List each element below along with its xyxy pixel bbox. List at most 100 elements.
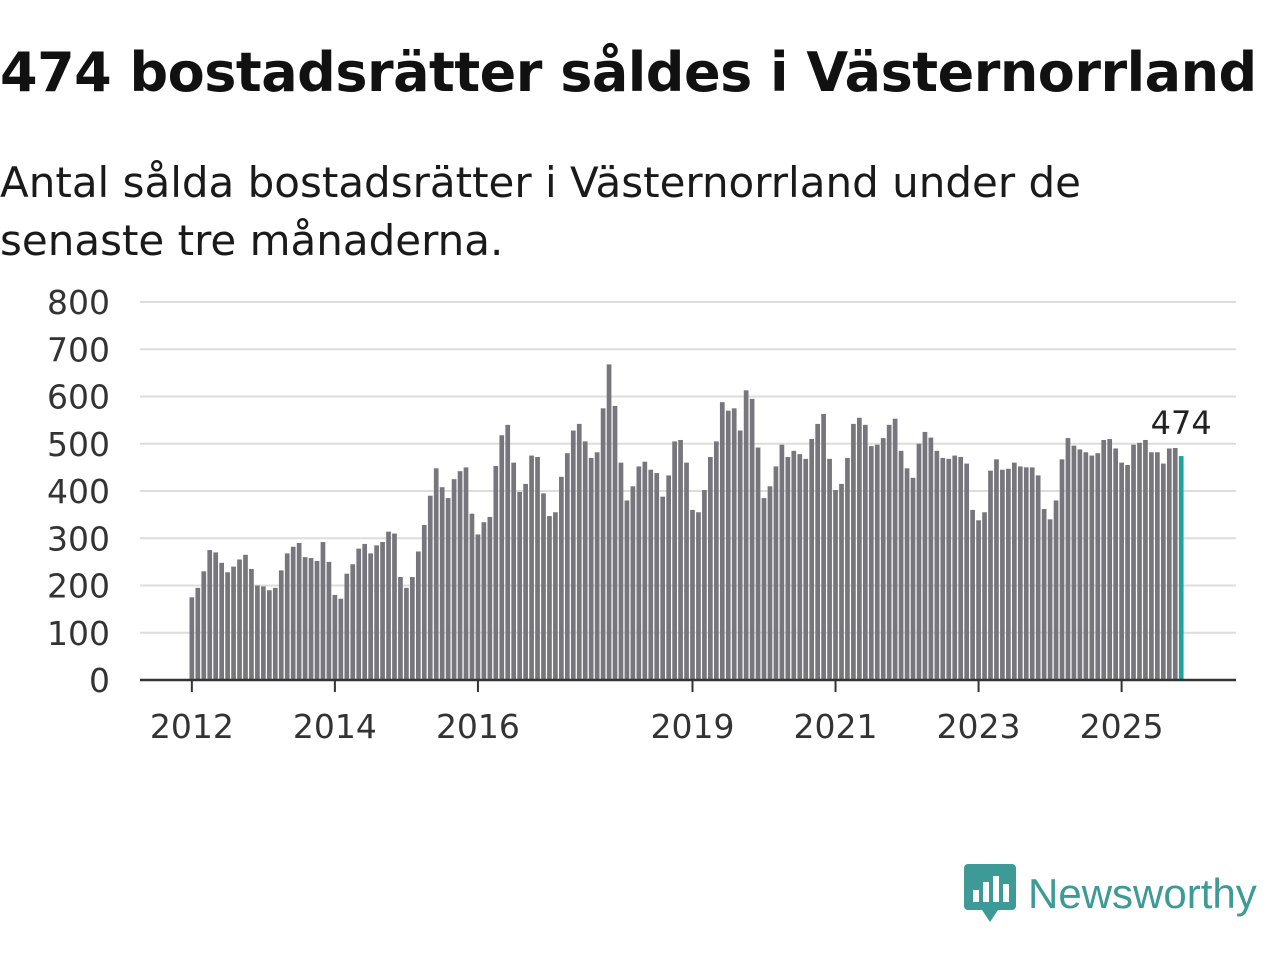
bar: [755, 447, 761, 680]
bar: [940, 457, 946, 680]
bar: [737, 430, 743, 680]
bar: [928, 437, 934, 680]
bar: [749, 398, 755, 680]
bar: [892, 418, 898, 680]
bar: [350, 564, 356, 680]
bar: [725, 410, 731, 680]
bar: [809, 439, 815, 680]
bar: [767, 486, 773, 680]
bar: [713, 441, 719, 680]
bar: [690, 509, 695, 680]
bar: [493, 465, 499, 680]
bar: [827, 458, 832, 680]
bar: [1065, 438, 1071, 680]
bar: [1131, 444, 1136, 680]
bar: [785, 456, 791, 680]
bar: [1107, 439, 1113, 680]
bar: [255, 585, 260, 680]
bar: [523, 483, 528, 680]
bar: [1023, 467, 1029, 680]
bar: [1089, 455, 1095, 680]
newsworthy-bar-chart-icon: [964, 864, 1016, 922]
bar: [833, 490, 838, 680]
bar: [1017, 466, 1023, 680]
bar: [1149, 452, 1154, 680]
bar: [499, 435, 505, 680]
bar: [1172, 448, 1178, 680]
bar: [845, 457, 850, 680]
bar: [541, 493, 546, 680]
bar: [731, 408, 737, 680]
bar: [1101, 439, 1107, 680]
bar: [946, 458, 952, 680]
bar: [1059, 459, 1065, 680]
last-value-label: 474: [1151, 404, 1212, 442]
bar: [868, 446, 874, 680]
bar: [1160, 463, 1166, 680]
bar: [1077, 449, 1083, 680]
bar: [862, 424, 868, 680]
bar: [779, 444, 785, 680]
bar: [481, 522, 487, 680]
y-tick-label: 200: [47, 567, 110, 606]
bar: [326, 561, 332, 680]
bar: [1166, 448, 1172, 680]
bar: [886, 424, 892, 680]
bar: [410, 576, 415, 680]
x-tick-label: 2012: [150, 707, 234, 746]
bar: [559, 476, 564, 680]
bar: [535, 456, 540, 680]
bar: [1095, 453, 1101, 680]
bar: [976, 520, 981, 680]
bar: [857, 417, 862, 680]
bar: [1155, 452, 1160, 680]
bar: [338, 598, 344, 680]
bar: [415, 551, 421, 680]
bar: [308, 558, 314, 680]
y-tick-label: 0: [89, 661, 110, 700]
bar: [606, 364, 612, 680]
bar: [594, 452, 600, 680]
bar: [1011, 462, 1017, 680]
x-axis-ticks: 2012 2014 2016 2019 2021 2023 2025: [150, 680, 1164, 746]
bar: [529, 455, 534, 680]
bar: [457, 471, 463, 680]
bar: [445, 498, 451, 680]
bar: [708, 456, 713, 680]
bar: [374, 545, 379, 680]
bar: [642, 461, 648, 680]
bar: [332, 594, 338, 680]
bar: [654, 473, 660, 680]
x-tick-label: 2023: [937, 707, 1021, 746]
bar: [1047, 519, 1053, 680]
bar: [421, 525, 427, 680]
bar: [547, 516, 552, 680]
bar: [272, 587, 278, 680]
bar: [952, 455, 958, 680]
bar: [189, 597, 195, 680]
bar: [1041, 508, 1047, 680]
bar: [487, 516, 493, 680]
bar: [910, 477, 916, 680]
bar: [1083, 452, 1089, 680]
bar: [1029, 467, 1035, 680]
bar: [815, 423, 820, 680]
bar: [505, 424, 511, 680]
bar: [1125, 465, 1130, 680]
bar: [1006, 468, 1011, 680]
bar: [225, 572, 230, 680]
bar: [1000, 469, 1005, 680]
chart-subtitle: Antal sålda bostadsrätter i Västernorrla…: [0, 158, 1081, 265]
bar: [630, 486, 636, 680]
bar: [719, 402, 725, 680]
x-tick-label: 2021: [794, 707, 878, 746]
bar: [356, 548, 362, 680]
bar: [261, 586, 266, 680]
bar-latest: [1178, 456, 1184, 680]
bar: [684, 462, 689, 680]
bar: [553, 512, 558, 680]
bar: [660, 496, 666, 680]
bar: [249, 568, 254, 680]
bar: [618, 462, 624, 680]
x-tick-label: 2019: [650, 707, 734, 746]
